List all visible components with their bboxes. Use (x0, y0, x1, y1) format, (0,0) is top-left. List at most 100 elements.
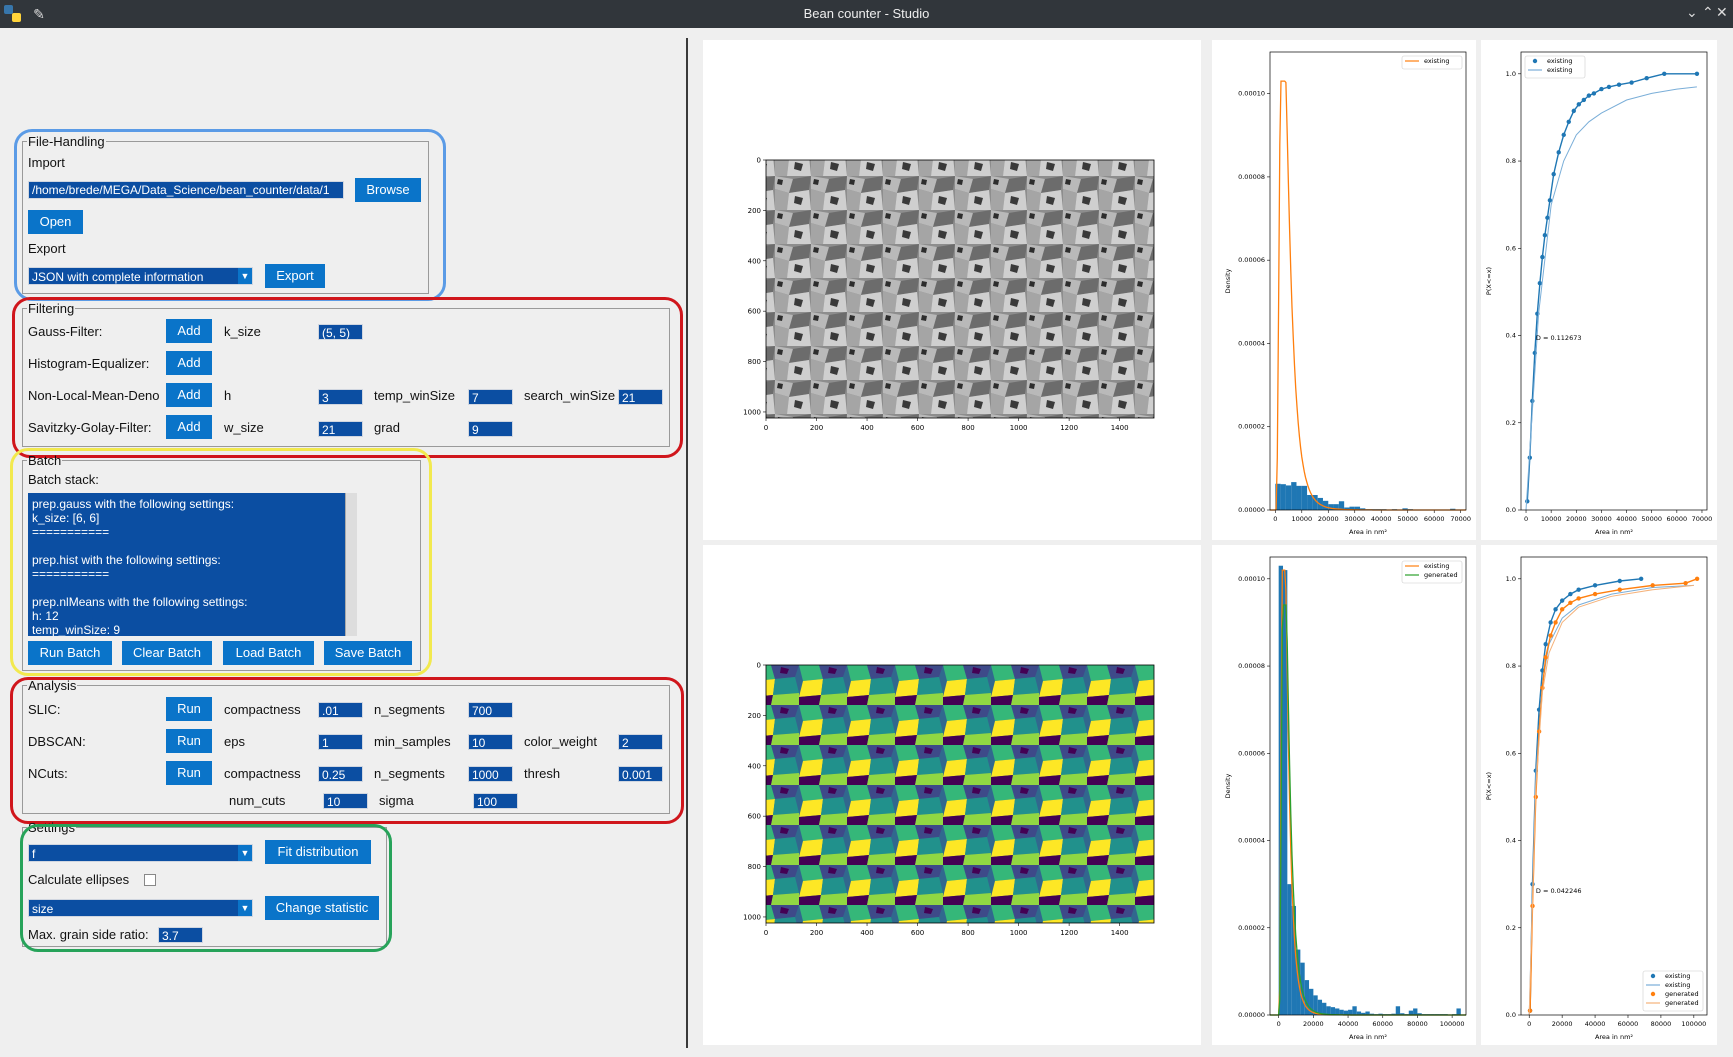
xtick-label: 0 (1273, 515, 1277, 523)
open-button[interactable]: Open (28, 210, 83, 234)
histogram-bar (1339, 1009, 1344, 1015)
ncuts-sigma-input[interactable]: 100 (473, 793, 518, 809)
ytick-label: 0.00010 (1238, 575, 1265, 583)
change-statistic-button[interactable]: Change statistic (265, 896, 379, 920)
image-xtick-label: 600 (911, 929, 924, 937)
histogram-bar (1352, 1006, 1357, 1015)
histogram-bar (1309, 988, 1314, 1015)
nlmeans-temp-winsize-label: temp_winSize (374, 388, 455, 403)
image-ytick-label: 800 (748, 863, 761, 871)
xaxis-label: Area in nm² (1349, 1033, 1387, 1041)
run-batch-button[interactable]: Run Batch (28, 641, 112, 665)
export-label: Export (28, 241, 66, 256)
load-batch-button[interactable]: Load Batch (223, 641, 314, 665)
ytick-label: 0.00002 (1238, 924, 1265, 932)
export-format-select[interactable]: JSON with complete information ▼ (28, 267, 253, 285)
analysis-legend: Analysis (28, 678, 77, 693)
ncuts-thresh-input[interactable]: 0.001 (618, 766, 663, 782)
nlmeans-temp-winsize-input[interactable]: 7 (468, 389, 513, 405)
savgol-add-button[interactable]: Add (166, 415, 212, 439)
savgol-grad-input[interactable]: 9 (468, 421, 513, 437)
dbscan-colorweight-input[interactable]: 2 (618, 734, 663, 750)
slic-compactness-input[interactable]: .01 (318, 702, 363, 718)
histogram-top-chart: 0 10000 20000 30000 40000 50000 60000 70000 0.00… (1224, 51, 1471, 536)
dbscan-run-button[interactable]: Run (166, 729, 212, 753)
ecdf-point-existing (1525, 499, 1530, 504)
ecdf-point-generated (1527, 1008, 1533, 1013)
legend-label: existing (1665, 972, 1691, 980)
pin-icon[interactable]: ✎ (33, 6, 45, 22)
ytick-label: 0.8 (1506, 662, 1516, 670)
cdf-top-panel: 0 10000 20000 30000 40000 50000 60000 70000 0.0 0… (1481, 40, 1717, 540)
ecdf-point-existing (1644, 75, 1649, 81)
close-icon[interactable]: ✕ (1716, 4, 1728, 20)
max-grain-ratio-input[interactable]: 3.7 (158, 927, 203, 943)
nlmeans-search-winsize-input[interactable]: 21 (618, 389, 663, 405)
nlmeans-add-button[interactable]: Add (166, 383, 212, 407)
python-logo-icon (4, 5, 22, 23)
slic-nsegments-input[interactable]: 700 (468, 702, 513, 718)
file-handling-group: File-Handling (22, 134, 429, 294)
savgol-wsize-input[interactable]: 21 (318, 421, 363, 437)
export-button[interactable]: Export (265, 264, 325, 288)
histogram-bar (1312, 495, 1318, 510)
ecdf-point-existing (1592, 583, 1598, 588)
batch-stack-textbox[interactable]: prep.gauss with the following settings: … (28, 493, 357, 636)
histogram-bar (1356, 1011, 1362, 1015)
save-batch-button[interactable]: Save Batch (324, 641, 412, 665)
ncuts-numcuts-label: num_cuts (229, 793, 286, 808)
ecdf-point-existing (1540, 254, 1545, 260)
export-format-value: JSON with complete information (32, 270, 204, 284)
histogram-bar (1408, 1010, 1414, 1015)
xtick-label: 80000 (1651, 1020, 1672, 1028)
histogram-bar (1275, 483, 1281, 510)
minimize-icon[interactable]: ⌄ (1686, 4, 1698, 20)
ecdf-point-existing (1547, 198, 1553, 203)
ncuts-run-button[interactable]: Run (166, 761, 212, 785)
calculate-ellipses-checkbox[interactable] (144, 874, 156, 886)
import-path-input[interactable]: /home/brede/MEGA/Data_Science/bean_count… (28, 181, 344, 199)
plot-frame (1520, 556, 1708, 1016)
histogram-bar (1349, 506, 1355, 510)
nlmeans-h-input[interactable]: 3 (318, 389, 363, 405)
ncuts-compactness-input[interactable]: 0.25 (318, 766, 363, 782)
image-xtick-label: 1200 (1060, 929, 1078, 937)
ecdf-point-generated (1548, 633, 1553, 638)
dbscan-eps-input[interactable]: 1 (318, 734, 363, 750)
histogram-add-button[interactable]: Add (166, 351, 212, 375)
distribution-select[interactable]: f ▼ (28, 844, 253, 862)
panel-divider[interactable] (686, 38, 688, 1048)
ecdf-point-generated (1592, 591, 1598, 597)
fit-distribution-button[interactable]: Fit distribution (265, 840, 371, 864)
ytick-label: 0.8 (1506, 157, 1516, 165)
ytick-label: 0.00006 (1238, 749, 1265, 757)
clear-batch-button[interactable]: Clear Batch (122, 641, 212, 665)
dbscan-minsamples-input[interactable]: 10 (468, 734, 513, 750)
ecdf-point-existing (1559, 598, 1565, 603)
ncuts-nsegments-input[interactable]: 1000 (468, 766, 513, 782)
gauss-ksize-label: k_size (224, 324, 261, 339)
histogram-bar (1330, 1007, 1336, 1015)
histogram-bar (1378, 1013, 1383, 1015)
ytick-label: 0.00008 (1238, 173, 1265, 181)
histogram-bottom-chart: 0 20000 40000 60000 80000 100000 0.00000 0.0000… (1224, 556, 1467, 1041)
ecdf-point-existing (1586, 93, 1592, 98)
ncuts-numcuts-input[interactable]: 10 (323, 793, 368, 809)
maximize-icon[interactable]: ⌃ (1702, 4, 1714, 20)
image-xtick-label: 400 (860, 424, 873, 432)
statistic-select[interactable]: size ▼ (28, 899, 253, 917)
segmented-image-plot: 0 200 400 600 800 1000 1200 1400 0 200 400 600 800 1… (743, 662, 1155, 937)
xaxis-label: Area in nm² (1349, 528, 1387, 536)
gauss-ksize-input[interactable]: (5, 5) (318, 324, 363, 340)
xtick-label: 40000 (1616, 515, 1637, 523)
xaxis-label: Area in nm² (1595, 528, 1633, 536)
gauss-add-button[interactable]: Add (166, 319, 212, 343)
original-image-plot: 0 200 400 600 800 1000 1200 1400 0 200 400 600 800 1… (743, 157, 1155, 432)
xtick-label: 0 (1524, 515, 1528, 523)
browse-button[interactable]: Browse (355, 178, 421, 202)
histogram-bar (1285, 485, 1292, 510)
slic-run-button[interactable]: Run (166, 697, 212, 721)
batch-stack-scrollbar[interactable] (345, 493, 357, 636)
batch-legend: Batch (28, 453, 62, 468)
batch-stack-label: Batch stack: (28, 472, 99, 487)
